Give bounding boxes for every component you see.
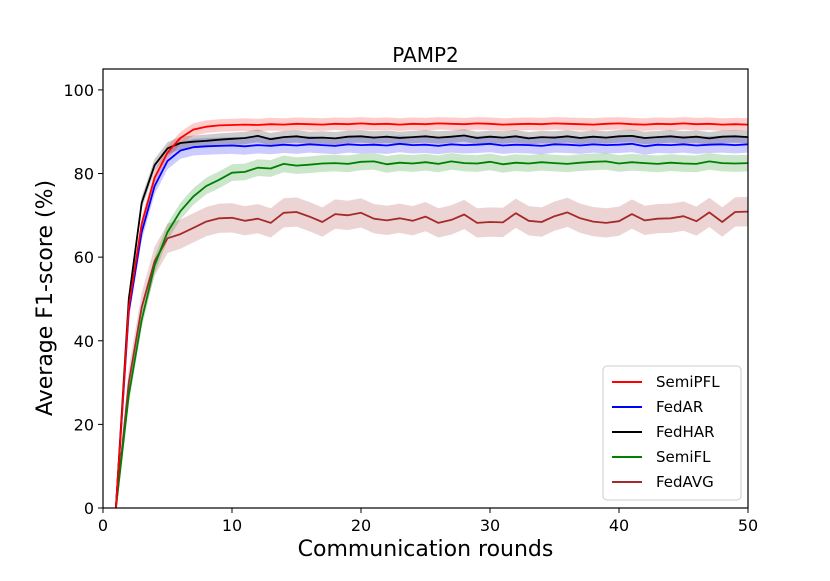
series-line-semipfl (115, 122, 749, 509)
x-tick-label: 40 (609, 516, 629, 535)
x-tick-label: 10 (222, 516, 242, 535)
y-tick-label: 60 (74, 248, 94, 267)
x-tick-label: 50 (738, 516, 758, 535)
y-tick-label: 80 (74, 165, 94, 184)
x-tick-label: 0 (98, 516, 108, 535)
x-tick-label: 20 (351, 516, 371, 535)
x-axis-ticks: 0 10 20 30 40 50 (98, 508, 758, 535)
series-line-fedar (115, 142, 749, 509)
legend-box (602, 365, 742, 501)
x-axis-label: Communication rounds (298, 537, 554, 562)
series-line-fedhar (115, 134, 749, 509)
plot-area-frame (102, 68, 749, 509)
legend-label-semifl: SemiFL (656, 448, 711, 466)
legend-label-fedhar: FedHAR (656, 423, 715, 441)
y-tick-label: 100 (63, 81, 94, 100)
x-tick-label: 30 (480, 516, 500, 535)
y-tick-label: 40 (74, 332, 94, 351)
legend-label-fedavg: FedAVG (656, 473, 714, 491)
series-line-fedavg (115, 210, 749, 509)
legend-label-semipfl: SemiPFL (656, 373, 720, 391)
series-lines (115, 122, 749, 509)
chart-title: PAMP2 (392, 43, 459, 67)
band-fedavg (115, 196, 748, 508)
y-tick-label: 0 (84, 499, 94, 518)
legend: SemiPFL FedAR FedHAR SemiFL FedAVG (602, 365, 742, 501)
y-axis-label: Average F1-score (%) (33, 180, 58, 416)
y-axis-ticks: 0 20 40 60 80 100 (63, 81, 103, 518)
legend-label-fedar: FedAR (656, 398, 703, 416)
series-line-semifl (115, 160, 749, 509)
y-tick-label: 20 (74, 415, 94, 434)
confidence-bands (115, 117, 748, 508)
